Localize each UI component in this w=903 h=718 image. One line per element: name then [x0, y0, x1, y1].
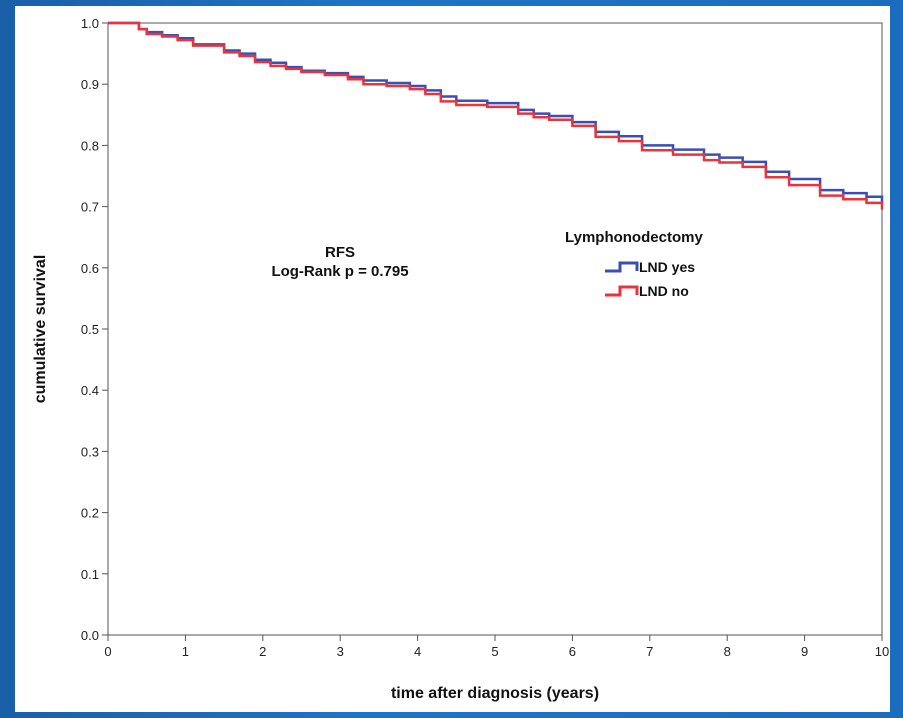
legend-title: Lymphonodectomy	[565, 229, 703, 246]
series-line-lnd-yes	[108, 21, 884, 202]
x-axis-ticks: 0 1 2 3 4 5 6 7 8 9 10	[104, 635, 889, 659]
y-tick-label: 0.8	[81, 138, 99, 153]
series-line-lnd-no	[108, 21, 884, 210]
x-tick-label: 3	[337, 644, 344, 659]
x-tick-label: 0	[104, 644, 111, 659]
y-tick-label: 0.0	[81, 628, 99, 643]
y-tick-label: 0.1	[81, 567, 99, 582]
legend-label-lnd-yes: LND yes	[639, 259, 695, 275]
x-tick-label: 1	[182, 644, 189, 659]
y-tick-label: 0.7	[81, 200, 99, 215]
survival-chart: 0.0 0.1 0.2 0.3 0.4 0.5 0.6 0.7 0.8 0.9 1.0 0 1 2 3 4 5…	[32, 16, 889, 702]
x-tick-label: 4	[414, 644, 421, 659]
x-tick-label: 10	[875, 644, 889, 659]
legend-label-lnd-no: LND no	[639, 283, 689, 299]
y-tick-label: 0.9	[81, 77, 99, 92]
x-tick-label: 6	[569, 644, 576, 659]
legend: Lymphonodectomy LND yes LND no	[565, 229, 703, 299]
y-axis-title: cumulative survival	[32, 255, 49, 404]
x-axis-title: time after diagnosis (years)	[391, 685, 599, 702]
y-tick-label: 0.4	[81, 383, 99, 398]
x-tick-label: 7	[646, 644, 653, 659]
y-tick-label: 1.0	[81, 16, 99, 31]
x-tick-label: 2	[259, 644, 266, 659]
y-tick-label: 0.5	[81, 322, 99, 337]
plot-area	[107, 22, 883, 636]
series-lines	[108, 21, 884, 210]
annotation-line1: RFS	[325, 244, 355, 261]
x-tick-label: 5	[491, 644, 498, 659]
legend-swatch-lnd-yes	[605, 261, 639, 273]
legend-swatch-lnd-no	[605, 285, 639, 297]
x-tick-label: 9	[801, 644, 808, 659]
chart-panel: 0.0 0.1 0.2 0.3 0.4 0.5 0.6 0.7 0.8 0.9 1.0 0 1 2 3 4 5…	[15, 6, 890, 712]
y-tick-label: 0.6	[81, 261, 99, 276]
x-tick-label: 8	[724, 644, 731, 659]
y-axis-ticks: 0.0 0.1 0.2 0.3 0.4 0.5 0.6 0.7 0.8 0.9 1.0	[81, 16, 108, 643]
y-tick-label: 0.2	[81, 506, 99, 521]
y-tick-label: 0.3	[81, 444, 99, 459]
annotation-line2: Log-Rank p = 0.795	[271, 263, 408, 280]
